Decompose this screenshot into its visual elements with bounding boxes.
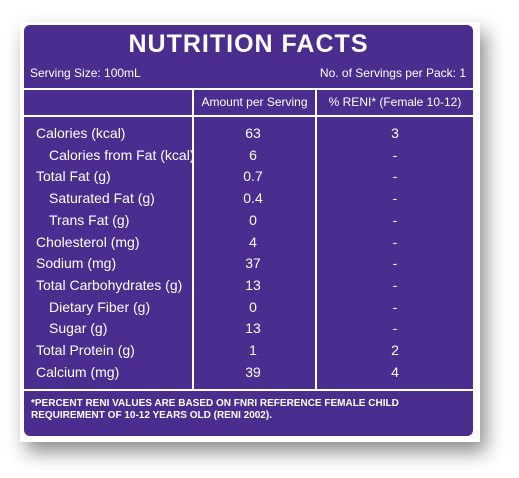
nutrient-name: Cholesterol (mg) xyxy=(36,233,140,250)
nutrient-reni: 4 xyxy=(391,363,399,380)
header-reni: % RENI* (Female 10-12) xyxy=(328,95,462,109)
nutrient-reni: - xyxy=(392,168,398,185)
table-row: Total Protein (g) 1 2 xyxy=(24,340,473,362)
nutrient-reni: 2 xyxy=(391,342,399,358)
nutrient-amount: 13 xyxy=(245,276,261,293)
nutrient-amount: 6 xyxy=(249,146,257,163)
nutrient-amount: 13 xyxy=(245,320,261,337)
nutrient-name: Total Protein (g) xyxy=(36,342,135,358)
nutrient-amount: 4 xyxy=(249,233,257,250)
nutrient-amount: 39 xyxy=(245,363,261,380)
table-row: Calcium (mg) 39 4 xyxy=(24,362,473,384)
table-row: Sodium (mg) 37 - xyxy=(24,253,473,275)
nutrient-reni: - xyxy=(392,146,398,163)
nutrient-name: Calories from Fat (kcal) xyxy=(49,146,195,163)
nutrient-amount: 0 xyxy=(249,211,257,228)
nutrient-name: Dietary Fiber (g) xyxy=(49,298,151,315)
nutrient-reni: - xyxy=(392,276,398,293)
nutrient-reni: 3 xyxy=(391,125,399,141)
nutrient-reni: - xyxy=(392,190,398,207)
nutrient-amount: 0.7 xyxy=(243,168,263,185)
footnote-rule xyxy=(24,389,473,391)
table-row: Cholesterol (mg) 4 - xyxy=(24,232,473,254)
nutrient-reni: - xyxy=(392,211,398,228)
table-row: Calories from Fat (kcal) 6 - xyxy=(24,145,473,167)
table-row: Sugar (g) 13 - xyxy=(24,318,473,340)
column-divider-1 xyxy=(192,88,194,390)
nutrient-reni: - xyxy=(392,298,398,315)
table-row: Saturated Fat (g) 0.4 - xyxy=(24,188,473,210)
nutrient-name: Total Fat (g) xyxy=(36,168,111,185)
nutrient-reni: - xyxy=(392,255,398,272)
column-divider-2 xyxy=(315,88,317,390)
nutrient-reni: - xyxy=(392,320,398,337)
nutrient-name: Saturated Fat (g) xyxy=(49,190,155,207)
nutrient-amount: 1 xyxy=(249,342,257,358)
table-row: Dietary Fiber (g) 0 - xyxy=(24,297,473,319)
table-row: Total Carbohydrates (g) 13 - xyxy=(24,275,473,297)
nutrient-name: Trans Fat (g) xyxy=(49,211,130,228)
header-top-rule xyxy=(24,88,473,90)
label-title: NUTRITION FACTS xyxy=(128,30,369,58)
table-row: Total Fat (g) 0.7 - xyxy=(24,166,473,188)
nutrient-name: Sugar (g) xyxy=(49,320,108,337)
nutrient-name: Total Carbohydrates (g) xyxy=(36,276,183,293)
header-amount: Amount per Serving xyxy=(201,95,308,109)
nutrient-amount: 0.4 xyxy=(243,190,263,207)
nutrient-name: Calories (kcal) xyxy=(36,125,126,141)
serving-size: Serving Size: 100mL xyxy=(30,66,141,80)
nutrient-amount: 0 xyxy=(249,298,257,315)
header-bottom-rule xyxy=(24,115,473,117)
nutrient-reni: - xyxy=(392,233,398,250)
nutrition-facts-label: NUTRITION FACTS Serving Size: 100mL No. … xyxy=(24,25,473,436)
table-row: Calories (kcal) 63 3 xyxy=(24,123,473,145)
footnote: *PERCENT RENI VALUES ARE BASED ON FNRI R… xyxy=(31,398,399,421)
table-row: Trans Fat (g) 0 - xyxy=(24,210,473,232)
servings-per-pack: No. of Servings per Pack: 1 xyxy=(319,66,466,80)
nutrient-name: Sodium (mg) xyxy=(36,255,117,272)
nutrient-name: Calcium (mg) xyxy=(36,363,120,380)
nutrient-amount: 37 xyxy=(245,255,261,272)
nutrient-amount: 63 xyxy=(245,125,261,141)
